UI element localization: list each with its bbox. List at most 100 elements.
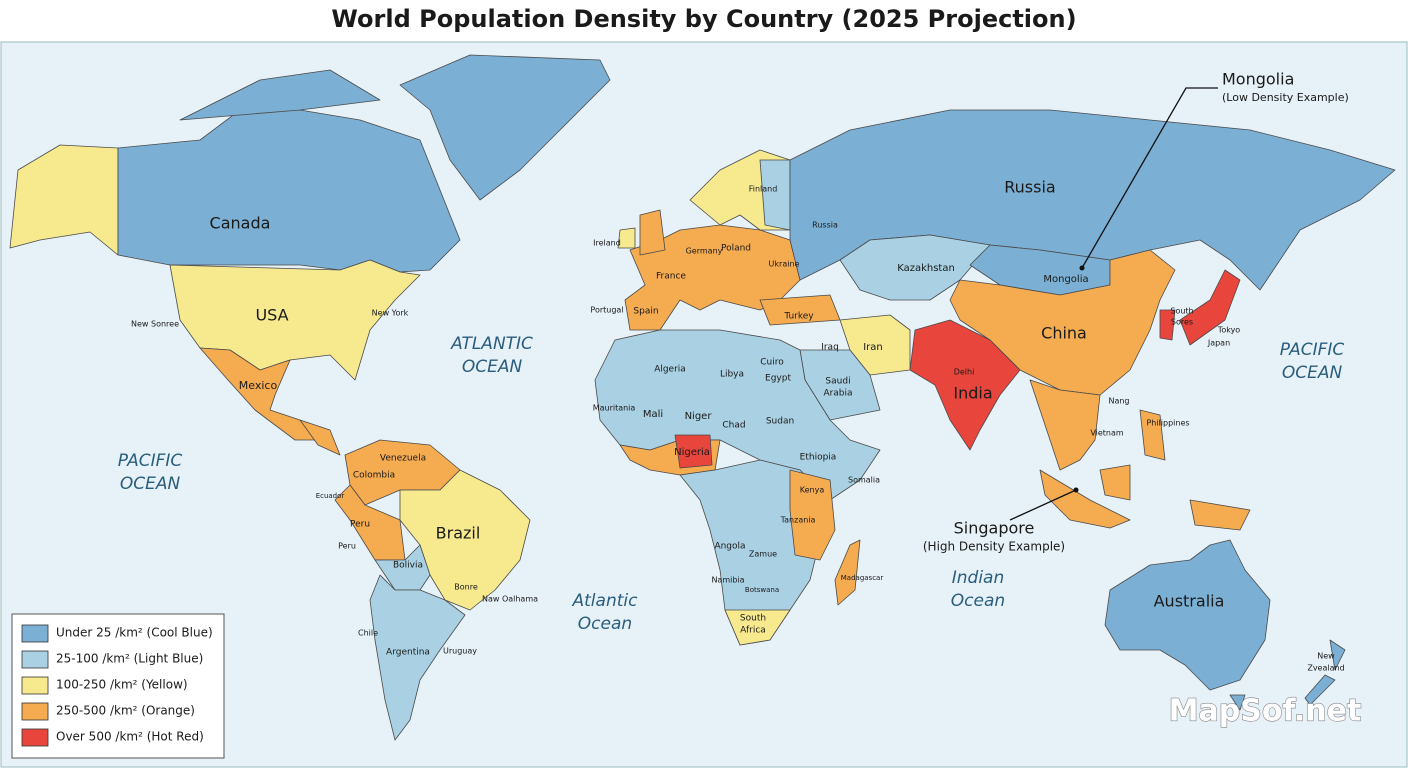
country-label: Peru (338, 542, 356, 551)
legend-label: 250-500 /km² (Orange) (56, 704, 195, 718)
country-label: Arabia (823, 389, 852, 399)
country-label: Russia (812, 221, 838, 230)
country-label: Zamue (749, 550, 777, 559)
country-label: Mongolia (1043, 274, 1088, 285)
legend-swatch (21, 702, 49, 721)
country-label: France (656, 272, 686, 282)
ocean-label: Atlantic (572, 591, 639, 611)
ocean-label: Indian (952, 568, 1005, 588)
country-label: Saudi (825, 377, 850, 387)
country-label: Canada (210, 214, 271, 233)
country-label: Philippines (1146, 419, 1189, 428)
country-label: Tokyo (1217, 326, 1241, 335)
country (1179, 269, 1241, 346)
country-label: Nigeria (674, 447, 710, 458)
country-label: Chad (722, 421, 745, 431)
country-label: Russia (1004, 178, 1055, 197)
country (759, 159, 791, 231)
country (1304, 674, 1336, 706)
country (674, 434, 713, 469)
country-label: Argentina (386, 648, 430, 658)
country-label: Mexico (239, 379, 278, 392)
country (9, 144, 119, 256)
country-label: Egypt (765, 374, 791, 384)
country-label: Libya (720, 370, 744, 380)
country-label: Bonre (454, 583, 478, 592)
country (617, 227, 636, 249)
leader-dot (1079, 265, 1085, 271)
legend-label: Over 500 /km² (Hot Red) (56, 730, 204, 744)
ocean-label: ATLANTIC (450, 334, 533, 354)
legend-label: Under 25 /km² (Cool Blue) (56, 626, 213, 640)
country (1029, 379, 1101, 471)
country-label: Mauritania (593, 404, 636, 413)
country-label: Africa (740, 626, 766, 636)
country-label: Nang (1108, 397, 1129, 406)
ocean-label: OCEAN (462, 357, 523, 377)
country-label: Vietnam (1090, 429, 1124, 438)
legend-swatch (21, 676, 49, 695)
legend-label: 25-100 /km² (Light Blue) (56, 652, 203, 666)
country-label: Kazakhstan (897, 263, 955, 274)
country-label: Somalia (848, 476, 880, 485)
country (724, 609, 791, 646)
country-label: Ecuador (316, 492, 345, 500)
legend-swatch (21, 728, 49, 747)
legend-swatch (21, 650, 49, 669)
country-label: Bolivia (393, 561, 423, 571)
leader-dot (1073, 487, 1079, 493)
country (639, 209, 666, 256)
country-label: Spain (633, 307, 658, 317)
country (1229, 694, 1246, 711)
land (9, 54, 1396, 741)
country-label: China (1041, 324, 1087, 343)
ocean-label: Ocean (578, 614, 632, 634)
country-label: Niger (685, 411, 713, 422)
country (179, 69, 381, 121)
country (624, 224, 801, 331)
country-label: South (740, 614, 766, 624)
country-label: Ireland (593, 239, 621, 248)
country-label: Iran (863, 342, 883, 353)
ocean-label: OCEAN (1282, 363, 1343, 383)
country-label: Germany (686, 247, 723, 256)
country-label: Zvealand (1307, 664, 1344, 673)
country (1329, 639, 1346, 671)
country-label: Chile (358, 629, 378, 638)
country-label: New (1317, 652, 1335, 661)
country (1099, 464, 1131, 501)
country (369, 574, 466, 741)
country-label: Poland (721, 244, 751, 254)
labels: Canada USA Mexico Brazil Russia China India Aus… (11, 70, 1362, 759)
country (1189, 499, 1251, 531)
watermark: MapSof.net (1169, 694, 1362, 729)
country-label: Cuiro (760, 358, 784, 368)
country-label: Peru (350, 520, 370, 530)
map-title: World Population Density by Country (202… (331, 5, 1076, 33)
country-label: Uruguay (443, 647, 477, 656)
country (299, 419, 341, 456)
ocean-label: Ocean (951, 591, 1005, 611)
country-label: New York (372, 309, 409, 318)
leader-line (1081, 87, 1218, 269)
country-label: Portugal (590, 306, 623, 315)
country (834, 539, 861, 606)
country-label: Tanzania (780, 516, 816, 525)
country-label: Turkey (783, 312, 814, 322)
country-label: Delhi (954, 368, 975, 377)
annotation-note: (High Density Example) (923, 540, 1065, 554)
legend-label: 100-250 /km² (Yellow) (56, 678, 188, 692)
annotation-title: Mongolia (1222, 70, 1294, 89)
country-label: Sores (1171, 318, 1193, 327)
country-label: Venezuela (380, 454, 426, 464)
country-label: Finland (749, 185, 778, 194)
country-label: Japan (1207, 339, 1230, 348)
country (1039, 469, 1131, 529)
country (1159, 309, 1176, 341)
country-label: Sudan (766, 417, 794, 427)
country-label: Botswana (745, 586, 779, 594)
legend-swatch (21, 624, 49, 643)
ocean-label: OCEAN (120, 474, 181, 494)
annotation-title: Singapore (954, 519, 1035, 538)
